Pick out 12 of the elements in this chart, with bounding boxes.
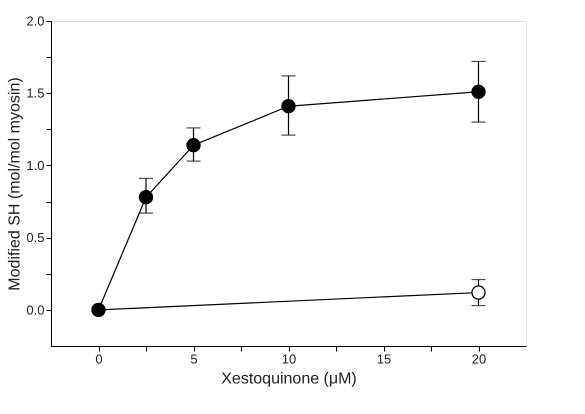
x-tick-label: 0 bbox=[95, 352, 103, 366]
y-tick-label: 0.5 bbox=[26, 230, 44, 246]
x-tick-label: 20 bbox=[472, 352, 486, 366]
y-tick-label: 2.0 bbox=[26, 14, 44, 28]
x-tick-label: 15 bbox=[376, 352, 392, 366]
x-tick-label: 10 bbox=[282, 352, 296, 366]
y-axis-title: Modified SH (mol/mol myosin) bbox=[6, 77, 24, 291]
y-tick-label: 1.5 bbox=[26, 86, 44, 101]
y-tick-label: 0.0 bbox=[26, 302, 44, 318]
y-tick-label: 1.0 bbox=[26, 158, 44, 173]
x-axis-title: Xestoquinone (μM) bbox=[221, 370, 357, 388]
x-tick-label: 5 bbox=[190, 352, 198, 366]
